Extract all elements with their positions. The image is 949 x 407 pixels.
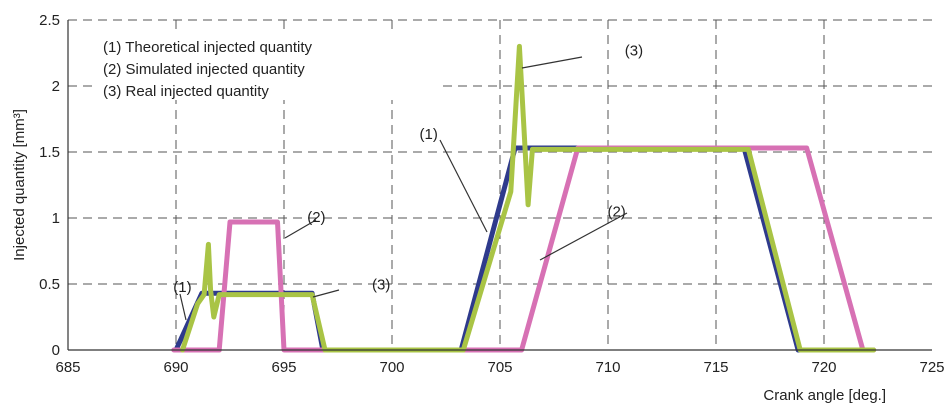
y-tick-label: 2: [52, 78, 60, 95]
annotation-leader-line: [439, 139, 488, 233]
series-annotation: (2): [307, 209, 325, 226]
y-tick-label: 0: [52, 342, 60, 359]
x-tick-label: 725: [919, 359, 944, 376]
series-annotation: (1): [420, 126, 438, 143]
legend-entry-2: (2) Simulated injected quantity: [103, 61, 305, 78]
series-annotation: (3): [625, 43, 643, 60]
y-tick-label: 1.5: [39, 144, 60, 161]
legend-entry-3: (3) Real injected quantity: [103, 83, 269, 100]
x-tick-label: 695: [271, 359, 296, 376]
annotations: (1) (2) (3) (1) (2) (3): [173, 43, 643, 321]
y-axis-title: Injected quantity [mm³]: [11, 109, 28, 261]
series-annotation: (3): [372, 276, 390, 293]
annotation-leader-line: [179, 293, 187, 321]
x-tick-label: 705: [487, 359, 512, 376]
tick-labels: 685 690 695 700 705 710 715 720 725 0 0.5 1 1.5 2 2.5: [39, 12, 944, 376]
annotation-leader-line: [284, 219, 317, 239]
annotation-leader-line: [312, 289, 340, 298]
y-tick-label: 2.5: [39, 12, 60, 29]
x-tick-label: 690: [163, 359, 188, 376]
x-tick-label: 710: [595, 359, 620, 376]
x-tick-label: 685: [55, 359, 80, 376]
legend-background: [92, 30, 437, 100]
x-tick-label: 720: [811, 359, 836, 376]
legend: (1) Theoretical injected quantity (2) Si…: [92, 30, 437, 100]
axes: [67, 20, 932, 351]
annotation-leader-line: [521, 56, 583, 69]
x-tick-label: 715: [703, 359, 728, 376]
annotation-leader-line: [539, 212, 628, 261]
series-annotation: (1): [173, 279, 191, 296]
legend-entry-1: (1) Theoretical injected quantity: [103, 39, 313, 56]
series-annotation: (2): [607, 204, 625, 221]
y-tick-label: 1: [52, 210, 60, 227]
x-axis-title: Crank angle [deg.]: [763, 387, 886, 404]
y-tick-label: 0.5: [39, 276, 60, 293]
x-tick-label: 700: [379, 359, 404, 376]
